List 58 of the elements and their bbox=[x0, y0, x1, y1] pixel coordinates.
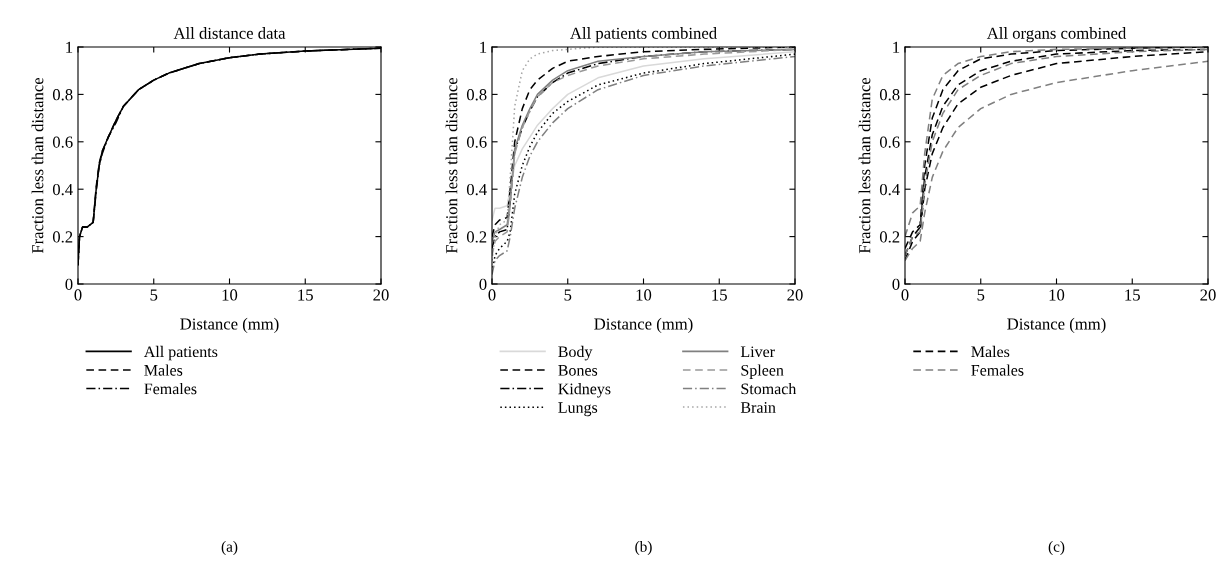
x-tick-label: 20 bbox=[373, 289, 389, 301]
legend-label: Kidneys bbox=[558, 383, 611, 398]
y-tick-label: 0.8 bbox=[879, 89, 900, 101]
legend-label: Females bbox=[144, 383, 197, 395]
x-tick-label: 5 bbox=[977, 289, 985, 301]
y-tick-label: 0.8 bbox=[466, 89, 487, 101]
y-tick-label: 0.8 bbox=[52, 89, 73, 101]
legend-label: All patients bbox=[143, 345, 218, 361]
x-tick-label: 10 bbox=[1049, 289, 1065, 301]
legend-label: Liver bbox=[740, 346, 775, 358]
text: (c) bbox=[1048, 541, 1065, 555]
x-tick-label: 20 bbox=[1200, 289, 1216, 301]
y-axis-title: Fraction less than distance bbox=[31, 77, 44, 254]
legend-label: Lungs bbox=[558, 402, 598, 417]
y-axis-title: Fraction less than distance bbox=[858, 77, 871, 254]
y-tick-label: 0.4 bbox=[466, 183, 487, 196]
y-axis-title: Fraction less than distance bbox=[445, 77, 458, 254]
chart-title: All patients combined bbox=[570, 27, 717, 43]
chart-title: All distance data bbox=[173, 27, 286, 39]
x-tick-label: 10 bbox=[222, 289, 238, 301]
legend-label: Body bbox=[558, 345, 593, 361]
x-tick-label: 0 bbox=[488, 289, 496, 301]
y-tick-label: 0 bbox=[479, 278, 487, 290]
y-tick-label: 0.4 bbox=[879, 183, 900, 196]
y-tick-label: 1 bbox=[66, 41, 73, 53]
y-tick-label: 0.6 bbox=[52, 136, 73, 148]
chart-title: All organs combined bbox=[986, 27, 1127, 43]
x-tick-label: 15 bbox=[298, 289, 313, 301]
x-tick-label: 0 bbox=[74, 289, 82, 301]
legend-label: Females bbox=[971, 364, 1024, 376]
x-axis-title: Distance (mm) bbox=[180, 317, 279, 333]
x-tick-label: 10 bbox=[636, 289, 652, 301]
y-tick-label: 0.4 bbox=[52, 183, 73, 196]
x-tick-label: 15 bbox=[712, 289, 727, 301]
y-tick-label: 1 bbox=[480, 41, 487, 53]
x-tick-label: 20 bbox=[787, 289, 803, 301]
legend-label: Stomach bbox=[741, 383, 797, 395]
legend-label: Bones bbox=[558, 365, 598, 376]
text: (a) bbox=[221, 541, 238, 555]
text: (b) bbox=[635, 541, 652, 555]
y-tick-label: 0 bbox=[892, 278, 900, 290]
y-tick-label: 0.2 bbox=[466, 231, 487, 243]
y-tick-label: 0.6 bbox=[879, 136, 900, 148]
x-tick-label: 15 bbox=[1125, 289, 1140, 301]
y-tick-label: 1 bbox=[893, 41, 900, 53]
x-tick-label: 5 bbox=[564, 289, 572, 301]
legend-label: Males bbox=[971, 345, 1010, 358]
y-tick-label: 0.2 bbox=[52, 231, 73, 243]
legend-label: Spleen bbox=[741, 364, 784, 379]
y-tick-label: 0.2 bbox=[879, 231, 900, 243]
legend-label: Brain bbox=[740, 402, 776, 413]
x-tick-label: 5 bbox=[150, 289, 158, 301]
y-tick-label: 0 bbox=[65, 278, 73, 290]
x-axis-title: Distance (mm) bbox=[1007, 317, 1106, 333]
x-axis-title: Distance (mm) bbox=[594, 317, 693, 333]
legend-label: Males bbox=[144, 364, 183, 376]
x-tick-label: 0 bbox=[901, 289, 909, 301]
y-tick-label: 0.6 bbox=[466, 136, 487, 148]
